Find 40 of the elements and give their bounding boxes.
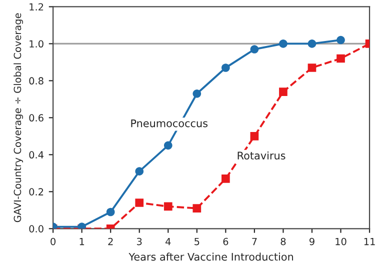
x-tick-label: 0 [50, 238, 56, 246]
x-tick-label: 8 [280, 238, 286, 246]
point [222, 64, 230, 72]
point [250, 45, 259, 54]
y-tick-label: 0.2 [29, 188, 44, 196]
point [106, 208, 115, 216]
x-tick-label: 2 [108, 238, 113, 246]
x-tick-label: 3 [137, 238, 142, 246]
y-tick-label: 0.0 [29, 225, 44, 232]
x-tick-label: 9 [310, 238, 314, 246]
point [222, 174, 230, 183]
series-label: Rotavirus [238, 151, 286, 160]
y-tick-label: 0.6 [29, 114, 44, 122]
point [336, 36, 345, 44]
point [192, 204, 202, 212]
point [308, 40, 316, 48]
y-tick-label: 1.2 [30, 3, 44, 10]
x-tick-label: 10 [336, 238, 346, 246]
x-axis-title: Years after Vaccine Introduction [128, 252, 294, 261]
y-tick-label: 0.8 [29, 77, 44, 85]
point [308, 64, 316, 72]
point [192, 89, 202, 98]
point [135, 198, 144, 207]
x-tick-label: 7 [252, 238, 257, 246]
x-tick-label: 6 [223, 238, 228, 246]
x-tick-label: 11 [364, 238, 375, 246]
series-label: Pneumococcus [131, 119, 208, 128]
y-tick-label: 0.4 [29, 151, 44, 159]
point [135, 167, 144, 176]
x-tick-label: 5 [194, 238, 200, 246]
point [164, 202, 172, 211]
y-axis-title: GAVI-Country Coverage ÷ Global Coverage [14, 13, 24, 222]
point [164, 141, 172, 150]
point [336, 54, 345, 63]
x-tick-label: 4 [166, 238, 171, 246]
point [279, 88, 288, 96]
x-tick-label: 1 [80, 238, 84, 246]
y-tick-label: 1.0 [30, 40, 44, 48]
point [250, 132, 259, 140]
point [279, 40, 288, 48]
